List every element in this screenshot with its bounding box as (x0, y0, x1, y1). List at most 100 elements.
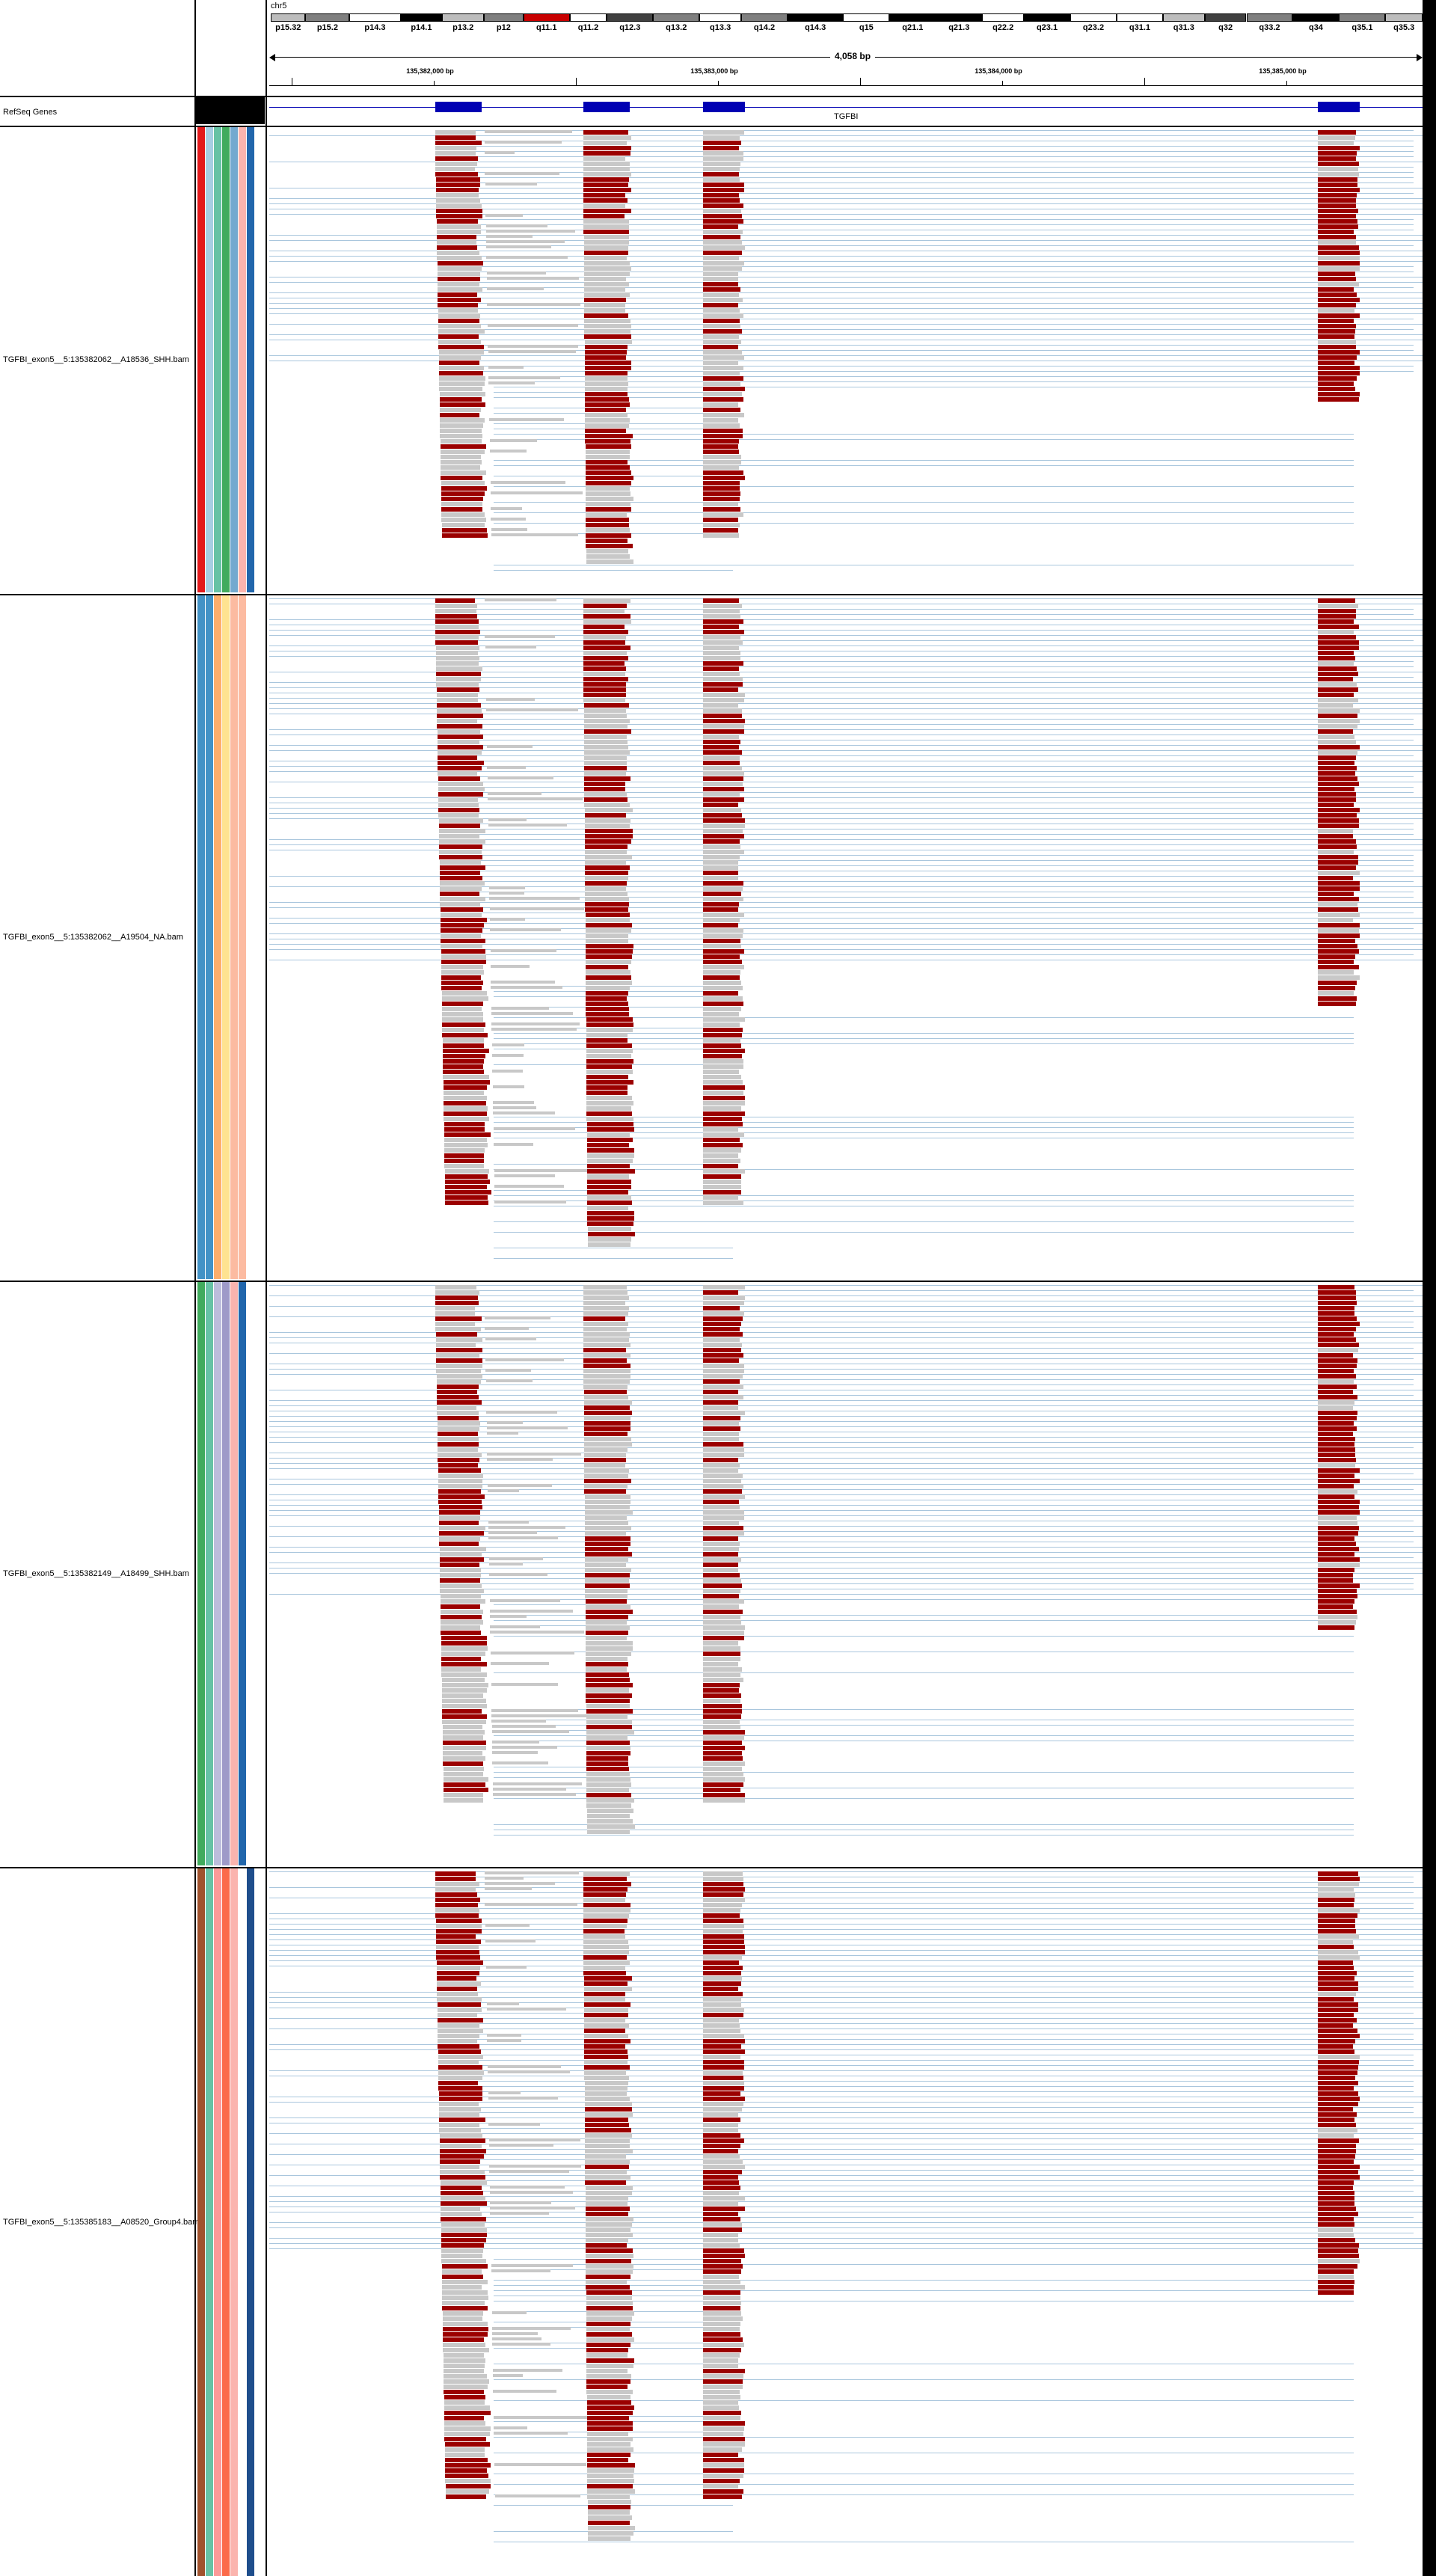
aligned-read[interactable] (586, 923, 632, 927)
aligned-read[interactable] (1318, 645, 1359, 650)
aligned-read[interactable] (703, 1646, 740, 1651)
aligned-read[interactable] (584, 334, 631, 339)
aligned-read[interactable] (438, 808, 479, 812)
aligned-read[interactable] (585, 1573, 630, 1577)
aligned-read[interactable] (437, 219, 478, 224)
attribute-cell[interactable] (197, 127, 205, 592)
aligned-read[interactable] (703, 1662, 738, 1666)
aligned-read[interactable] (703, 1054, 742, 1058)
aligned-read[interactable] (1318, 625, 1359, 629)
aligned-read[interactable] (436, 651, 478, 655)
aligned-read[interactable] (703, 1672, 740, 1677)
aligned-read[interactable] (489, 1563, 523, 1565)
aligned-read[interactable] (703, 2316, 743, 2321)
aligned-read[interactable] (585, 871, 628, 875)
aligned-read[interactable] (445, 1180, 490, 1184)
aligned-read[interactable] (583, 1934, 625, 1939)
aligned-read[interactable] (703, 518, 738, 522)
aligned-read[interactable] (442, 1704, 487, 1708)
aligned-read[interactable] (703, 1793, 745, 1797)
aligned-read[interactable] (489, 1573, 547, 1576)
aligned-read[interactable] (488, 2097, 558, 2100)
aligned-read[interactable] (585, 876, 628, 880)
aligned-read[interactable] (485, 1903, 577, 1906)
aligned-read[interactable] (703, 381, 740, 386)
aligned-read[interactable] (588, 2500, 631, 2504)
aligned-read[interactable] (583, 1364, 630, 1368)
aligned-read[interactable] (1318, 1971, 1357, 1975)
aligned-read[interactable] (703, 1599, 744, 1604)
aligned-read[interactable] (584, 2013, 628, 2017)
aligned-read[interactable] (439, 1505, 482, 1509)
aligned-read[interactable] (494, 1169, 588, 1172)
aligned-read[interactable] (703, 1180, 741, 1184)
aligned-read[interactable] (1318, 1311, 1354, 1316)
aligned-read[interactable] (491, 528, 527, 531)
aligned-read[interactable] (703, 2123, 738, 2127)
ideogram-band[interactable] (607, 13, 654, 22)
aligned-read[interactable] (585, 340, 632, 344)
aligned-read[interactable] (585, 418, 630, 423)
aligned-read[interactable] (494, 1143, 533, 1146)
aligned-read[interactable] (1318, 1542, 1356, 1546)
aligned-read[interactable] (444, 1117, 489, 1121)
aligned-read[interactable] (586, 2212, 628, 2216)
aligned-read[interactable] (703, 209, 741, 213)
aligned-read[interactable] (1318, 813, 1357, 818)
aligned-read[interactable] (1318, 151, 1357, 156)
aligned-read[interactable] (703, 533, 739, 538)
aligned-read[interactable] (435, 1290, 479, 1295)
aligned-read[interactable] (494, 1200, 566, 1203)
aligned-read[interactable] (436, 1924, 482, 1928)
aligned-read[interactable] (703, 224, 738, 229)
aligned-read[interactable] (1318, 261, 1360, 266)
aligned-read[interactable] (703, 598, 739, 603)
aligned-read[interactable] (583, 1939, 628, 1944)
aligned-read[interactable] (445, 2442, 490, 2447)
aligned-read[interactable] (487, 2039, 521, 2042)
aligned-read[interactable] (703, 1547, 739, 1551)
aligned-read[interactable] (1318, 954, 1355, 959)
aligned-read[interactable] (491, 1012, 573, 1015)
aligned-read[interactable] (703, 334, 739, 339)
aligned-read[interactable] (587, 2437, 633, 2441)
aligned-read[interactable] (703, 470, 743, 475)
attribute-cell[interactable] (222, 127, 230, 592)
aligned-read[interactable] (585, 1557, 628, 1562)
aligned-read[interactable] (444, 2432, 490, 2436)
aligned-read[interactable] (587, 2416, 629, 2420)
aligned-read[interactable] (1318, 1379, 1354, 1384)
aligned-read[interactable] (587, 1143, 629, 1147)
aligned-read[interactable] (587, 2494, 630, 2499)
aligned-read[interactable] (584, 240, 629, 245)
aligned-read[interactable] (1318, 2128, 1357, 2132)
aligned-read[interactable] (584, 729, 631, 734)
aligned-read[interactable] (703, 2468, 744, 2473)
aligned-read[interactable] (703, 308, 740, 313)
aligned-read[interactable] (441, 518, 486, 522)
attribute-cell[interactable] (239, 127, 246, 592)
aligned-read[interactable] (491, 518, 526, 521)
aligned-read[interactable] (1318, 1505, 1359, 1509)
aligned-read[interactable] (586, 2217, 633, 2221)
aligned-read[interactable] (585, 355, 626, 360)
attribute-cell[interactable] (255, 1868, 263, 2576)
aligned-read[interactable] (583, 1950, 629, 1954)
aligned-read[interactable] (435, 625, 479, 629)
aligned-read[interactable] (703, 871, 738, 875)
aligned-read[interactable] (703, 177, 740, 182)
aligned-read[interactable] (488, 1536, 558, 1539)
aligned-read[interactable] (437, 1966, 480, 1970)
aligned-read[interactable] (1318, 1384, 1357, 1389)
aligned-read[interactable] (488, 345, 578, 348)
aligned-read[interactable] (1318, 2086, 1354, 2091)
aligned-read[interactable] (438, 755, 477, 760)
aligned-read[interactable] (493, 1788, 566, 1791)
aligned-read[interactable] (703, 387, 745, 391)
aligned-read[interactable] (703, 1620, 741, 1625)
aligned-read[interactable] (584, 2028, 625, 2033)
aligned-read[interactable] (703, 1505, 740, 1509)
aligned-read[interactable] (440, 1578, 480, 1583)
aligned-read[interactable] (703, 1400, 738, 1405)
aligned-read[interactable] (1318, 1405, 1353, 1410)
